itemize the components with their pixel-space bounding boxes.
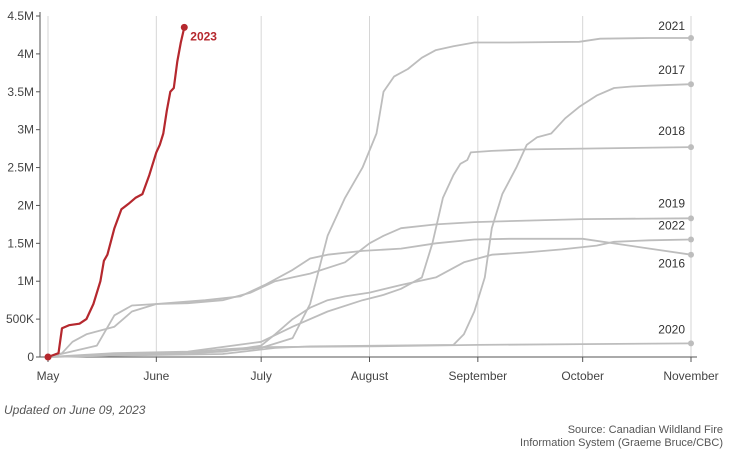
series-end-point-2023 — [180, 23, 188, 31]
y-tick-label: 3.5M — [7, 85, 34, 99]
y-tick-label: 2M — [17, 198, 34, 212]
series-end-point-2021 — [688, 34, 694, 41]
series-line-2021 — [47, 37, 692, 358]
x-tick-label-june: June — [143, 369, 169, 383]
series-line-2023 — [46, 26, 186, 359]
x-tick-label-july: July — [250, 369, 271, 383]
series-line-2019 — [47, 217, 692, 358]
series-start-point-2023 — [44, 353, 52, 361]
wildfire-area-chart: 0 500K 1M 1.5M 2M 2.5M 3M 3.5M 4M 4.5M May June Jul… — [6, 9, 719, 383]
source-line-2: Information System (Graeme Bruce/CBC) — [520, 437, 723, 449]
end-label-2016: 2016 — [658, 257, 685, 271]
series-end-point-2017 — [688, 81, 694, 88]
x-axis-tick-labels: May June July August September October Novembe… — [37, 369, 719, 383]
y-tick-label: 2.5M — [7, 161, 34, 175]
series-end-point-2018 — [688, 144, 694, 151]
end-label-2017: 2017 — [658, 63, 685, 77]
series-line-2018 — [47, 146, 692, 358]
end-label-2020: 2020 — [658, 322, 685, 336]
end-label-2019: 2019 — [658, 196, 685, 210]
y-tick-label: 1M — [17, 274, 34, 288]
y-tick-label: 1.5M — [7, 236, 34, 250]
x-tick-label-october: October — [561, 369, 604, 383]
source-credit: Source: Canadian Wildland Fire Informati… — [520, 424, 723, 450]
vertical-gridlines — [47, 16, 692, 357]
series-end-point-2022 — [688, 236, 694, 243]
chart-axes — [36, 12, 697, 362]
series-lines — [44, 23, 694, 361]
end-label-2021: 2021 — [658, 19, 685, 33]
series-end-point-2019 — [688, 215, 694, 222]
x-tick-label-november: November — [663, 369, 718, 383]
series-end-labels: 2021 2017 2018 2019 2022 2016 2020 2023 — [190, 19, 685, 336]
x-tick-label-august: August — [351, 369, 389, 383]
y-tick-label: 500K — [6, 312, 34, 326]
end-label-2023: 2023 — [190, 29, 217, 43]
x-tick-label-september: September — [448, 369, 507, 383]
y-axis-tick-labels: 0 500K 1M 1.5M 2M 2.5M 3M 3.5M 4M 4.5M — [6, 9, 34, 364]
series-end-point-2016 — [688, 251, 694, 258]
y-tick-label: 3M — [17, 123, 34, 137]
end-label-2018: 2018 — [658, 124, 685, 138]
y-tick-label: 4.5M — [7, 9, 34, 23]
series-line-2020 — [47, 342, 692, 358]
y-tick-label: 0 — [27, 350, 34, 364]
end-label-2022: 2022 — [658, 219, 685, 233]
source-line-1: Source: Canadian Wildland Fire — [567, 424, 723, 436]
x-tick-label-may: May — [37, 369, 60, 383]
series-line-2016 — [47, 237, 692, 358]
series-end-point-2020 — [688, 340, 694, 347]
series-line-2022 — [47, 238, 692, 358]
updated-note: Updated on June 09, 2023 — [4, 403, 146, 417]
y-tick-label: 4M — [17, 47, 34, 61]
